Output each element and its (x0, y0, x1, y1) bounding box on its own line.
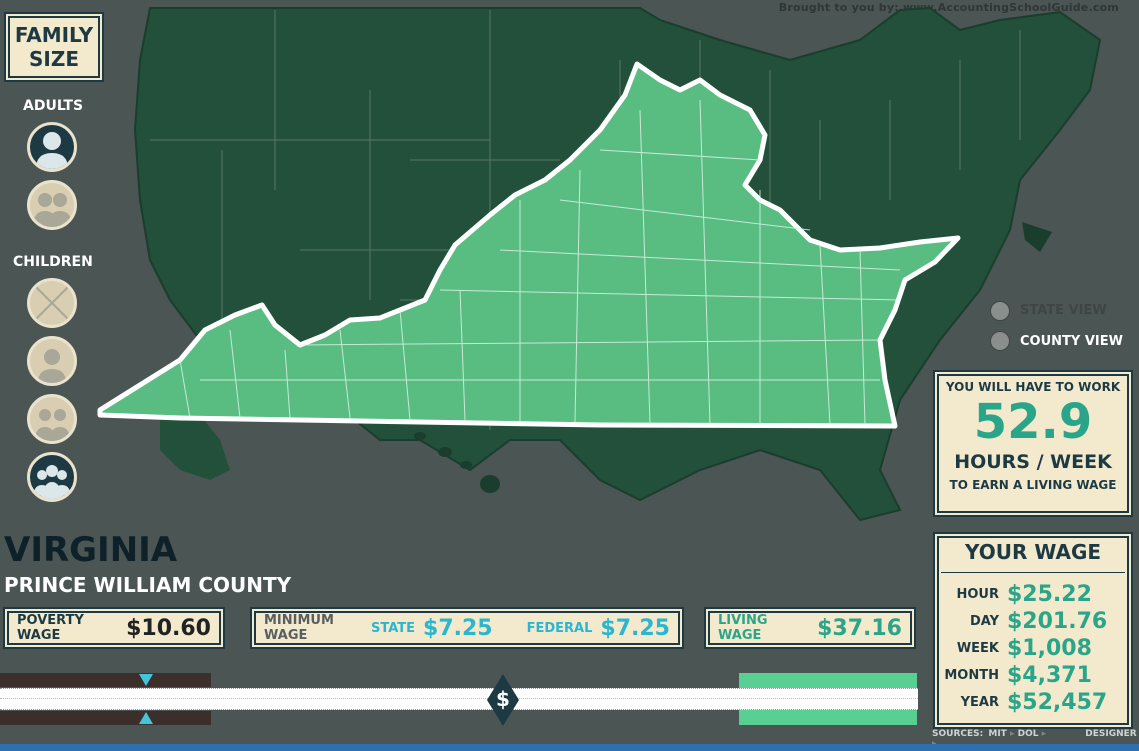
mit-link[interactable]: MIT (988, 729, 1007, 739)
minimum-wage-label: MINIMUM WAGE (264, 613, 334, 643)
your-wage-card: YOUR WAGE HOUR $25.22 DAY $201.76 WEEK $1,008… (933, 532, 1133, 729)
wage-row-value: $201.76 (1007, 609, 1108, 634)
virginia-state[interactable] (97, 61, 961, 429)
poverty-wage-label: POVERTY WAGE (17, 613, 84, 643)
child-icon (38, 349, 66, 383)
family-size-title-line1: FAMILY (14, 23, 94, 47)
wage-row-value: $52,457 (1007, 690, 1108, 715)
minimum-wage-card: MINIMUM WAGE STATE $7.25 FEDERAL $7.25 (250, 607, 684, 649)
poverty-wage-card: POVERTY WAGE $10.60 (3, 607, 225, 649)
person-icon (36, 132, 68, 169)
dc-marker (1022, 222, 1052, 252)
one-child-button[interactable] (27, 336, 77, 386)
state-view-label[interactable]: STATE VIEW (1020, 303, 1107, 318)
wage-row-value: $25.22 (1007, 582, 1092, 607)
designer-link[interactable]: DESIGNER (1085, 729, 1137, 739)
two-adults-button[interactable] (27, 180, 77, 230)
wage-row-value: $1,008 (1007, 636, 1092, 661)
adults-label: ADULTS (23, 98, 84, 114)
diamond-icon (487, 674, 519, 726)
two-children-icon (35, 409, 70, 441)
wage-row: WEEK $1,008 (935, 635, 1131, 662)
poverty-marker-top-icon (139, 674, 153, 686)
wage-row-label: WEEK (956, 641, 999, 656)
poverty-band-bottom (0, 711, 211, 725)
dol-link[interactable]: DOL (1017, 729, 1039, 739)
family-size-title-line2: SIZE (28, 47, 79, 71)
work-hours-value: 52.9 (973, 394, 1093, 450)
wage-row-value: $4,371 (1007, 663, 1092, 688)
alaska-shape (160, 415, 230, 480)
wage-row-label: MONTH (944, 668, 999, 683)
divider (941, 572, 1125, 573)
poverty-marker-bottom-icon (139, 712, 153, 724)
no-children-button[interactable] (27, 278, 77, 328)
your-wage-title: YOUR WAGE (964, 540, 1102, 564)
work-hours-card: YOU WILL HAVE TO WORK 52.9 HOURS / WEEK … (933, 370, 1133, 517)
poverty-band-top (0, 673, 211, 687)
work-line2: HOURS / WEEK (954, 451, 1112, 473)
bottom-bar (0, 744, 1139, 751)
one-adult-button[interactable] (27, 122, 77, 172)
hawaii-shape (414, 432, 500, 493)
two-children-button[interactable] (27, 394, 77, 444)
wage-row: MONTH $4,371 (935, 662, 1131, 689)
wage-row-label: HOUR (956, 587, 1000, 602)
wage-slider-handle[interactable]: $ (487, 674, 519, 726)
wage-row: YEAR $52,457 (935, 689, 1131, 716)
state-title: VIRGINIA (4, 530, 178, 570)
cross-icon (33, 284, 71, 322)
federal-min-value: $7.25 (600, 615, 670, 641)
wage-row: HOUR $25.22 (935, 581, 1131, 608)
county-borders (179, 99, 901, 426)
state-min-value: $7.25 (423, 615, 493, 641)
federal-min-label: FEDERAL (526, 620, 593, 636)
three-children-icon (33, 465, 71, 499)
county-view-label[interactable]: COUNTY VIEW (1020, 334, 1123, 349)
credit-text: Brought to you by: www.AccountingSchoolG… (778, 1, 1119, 14)
poverty-wage-value: $10.60 (126, 615, 211, 641)
wage-rows: HOUR $25.22 DAY $201.76 WEEK $1,008 MONTH $4,37… (935, 581, 1131, 716)
sources-label: SOURCES: (932, 729, 984, 739)
living-wage-card: LIVING WAGE $37.16 (704, 607, 916, 649)
work-line3: TO EARN A LIVING WAGE (949, 478, 1117, 492)
living-wage-label: LIVING WAGE (718, 613, 768, 643)
county-title: PRINCE WILLIAM COUNTY (4, 573, 292, 597)
state-min-label: STATE (370, 620, 416, 636)
work-line1: YOU WILL HAVE TO WORK (945, 380, 1121, 394)
wage-row: DAY $201.76 (935, 608, 1131, 635)
wage-slider-track[interactable] (0, 688, 918, 710)
county-view-radio[interactable] (990, 331, 1010, 351)
wage-row-label: YEAR (960, 695, 999, 710)
children-label: CHILDREN (13, 254, 93, 270)
living-wage-value: $37.16 (817, 615, 902, 641)
dollar-symbol: $ (496, 687, 510, 711)
three-children-button[interactable] (27, 452, 77, 502)
two-people-icon (33, 193, 72, 227)
state-view-radio[interactable] (990, 301, 1010, 321)
family-size-header: FAMILY SIZE (4, 12, 104, 82)
wage-row-label: DAY (969, 614, 999, 629)
